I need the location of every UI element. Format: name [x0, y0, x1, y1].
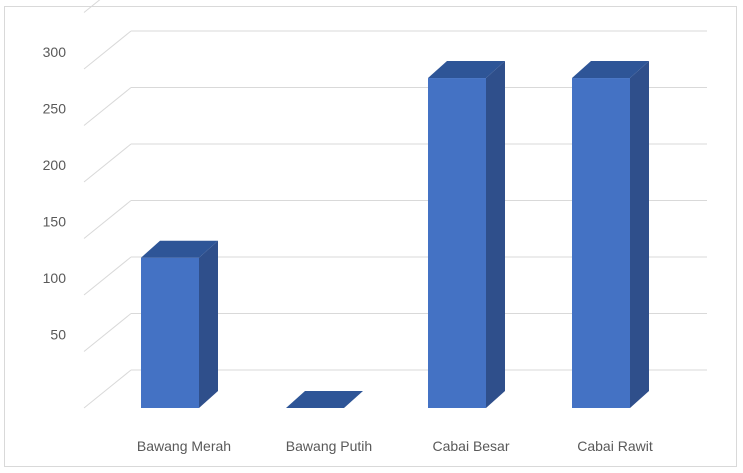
- bars: [141, 61, 649, 408]
- y-tick-label: 150: [43, 214, 67, 230]
- gridline: [83, 0, 101, 13]
- y-tick-label: 200: [43, 157, 67, 173]
- bar-top: [141, 240, 218, 258]
- y-axis-ticks: 50 100 150 200 250 300: [43, 44, 67, 343]
- gridline-depth: [83, 369, 132, 409]
- y-tick-label: 50: [50, 327, 66, 343]
- x-axis-ticks: Bawang Merah Bawang Putih Cabai Besar Cabai…: [137, 438, 653, 454]
- x-tick-label: Cabai Rawit: [577, 438, 653, 454]
- gridline-depth: [83, 313, 132, 352]
- bar-top: [572, 61, 649, 79]
- bar: [428, 61, 505, 408]
- x-tick-label: Bawang Merah: [137, 438, 231, 454]
- y-tick-label: 300: [43, 44, 67, 60]
- bar: [286, 391, 363, 408]
- bar-top: [428, 61, 505, 79]
- bar-side: [199, 240, 218, 408]
- gridline-depth: [83, 87, 132, 126]
- x-tick-label: Bawang Putih: [286, 438, 372, 454]
- x-tick-label: Cabai Besar: [432, 438, 509, 454]
- bar-top: [286, 391, 363, 408]
- bar-side: [486, 61, 505, 408]
- y-tick-label: 250: [43, 101, 67, 117]
- bar-front: [141, 257, 199, 408]
- gridline-depth: [83, 143, 132, 183]
- bar-front: [428, 78, 486, 408]
- gridline-depth: [83, 200, 132, 239]
- gridline-depth: [83, 30, 132, 70]
- bar-side: [630, 61, 649, 408]
- gridline: [83, 30, 707, 70]
- bar: [141, 240, 218, 408]
- y-tick-label: 100: [43, 270, 67, 286]
- gridline-depth: [83, 0, 101, 13]
- gridline-depth: [83, 256, 132, 296]
- bar-front: [572, 78, 630, 408]
- bar: [572, 61, 649, 408]
